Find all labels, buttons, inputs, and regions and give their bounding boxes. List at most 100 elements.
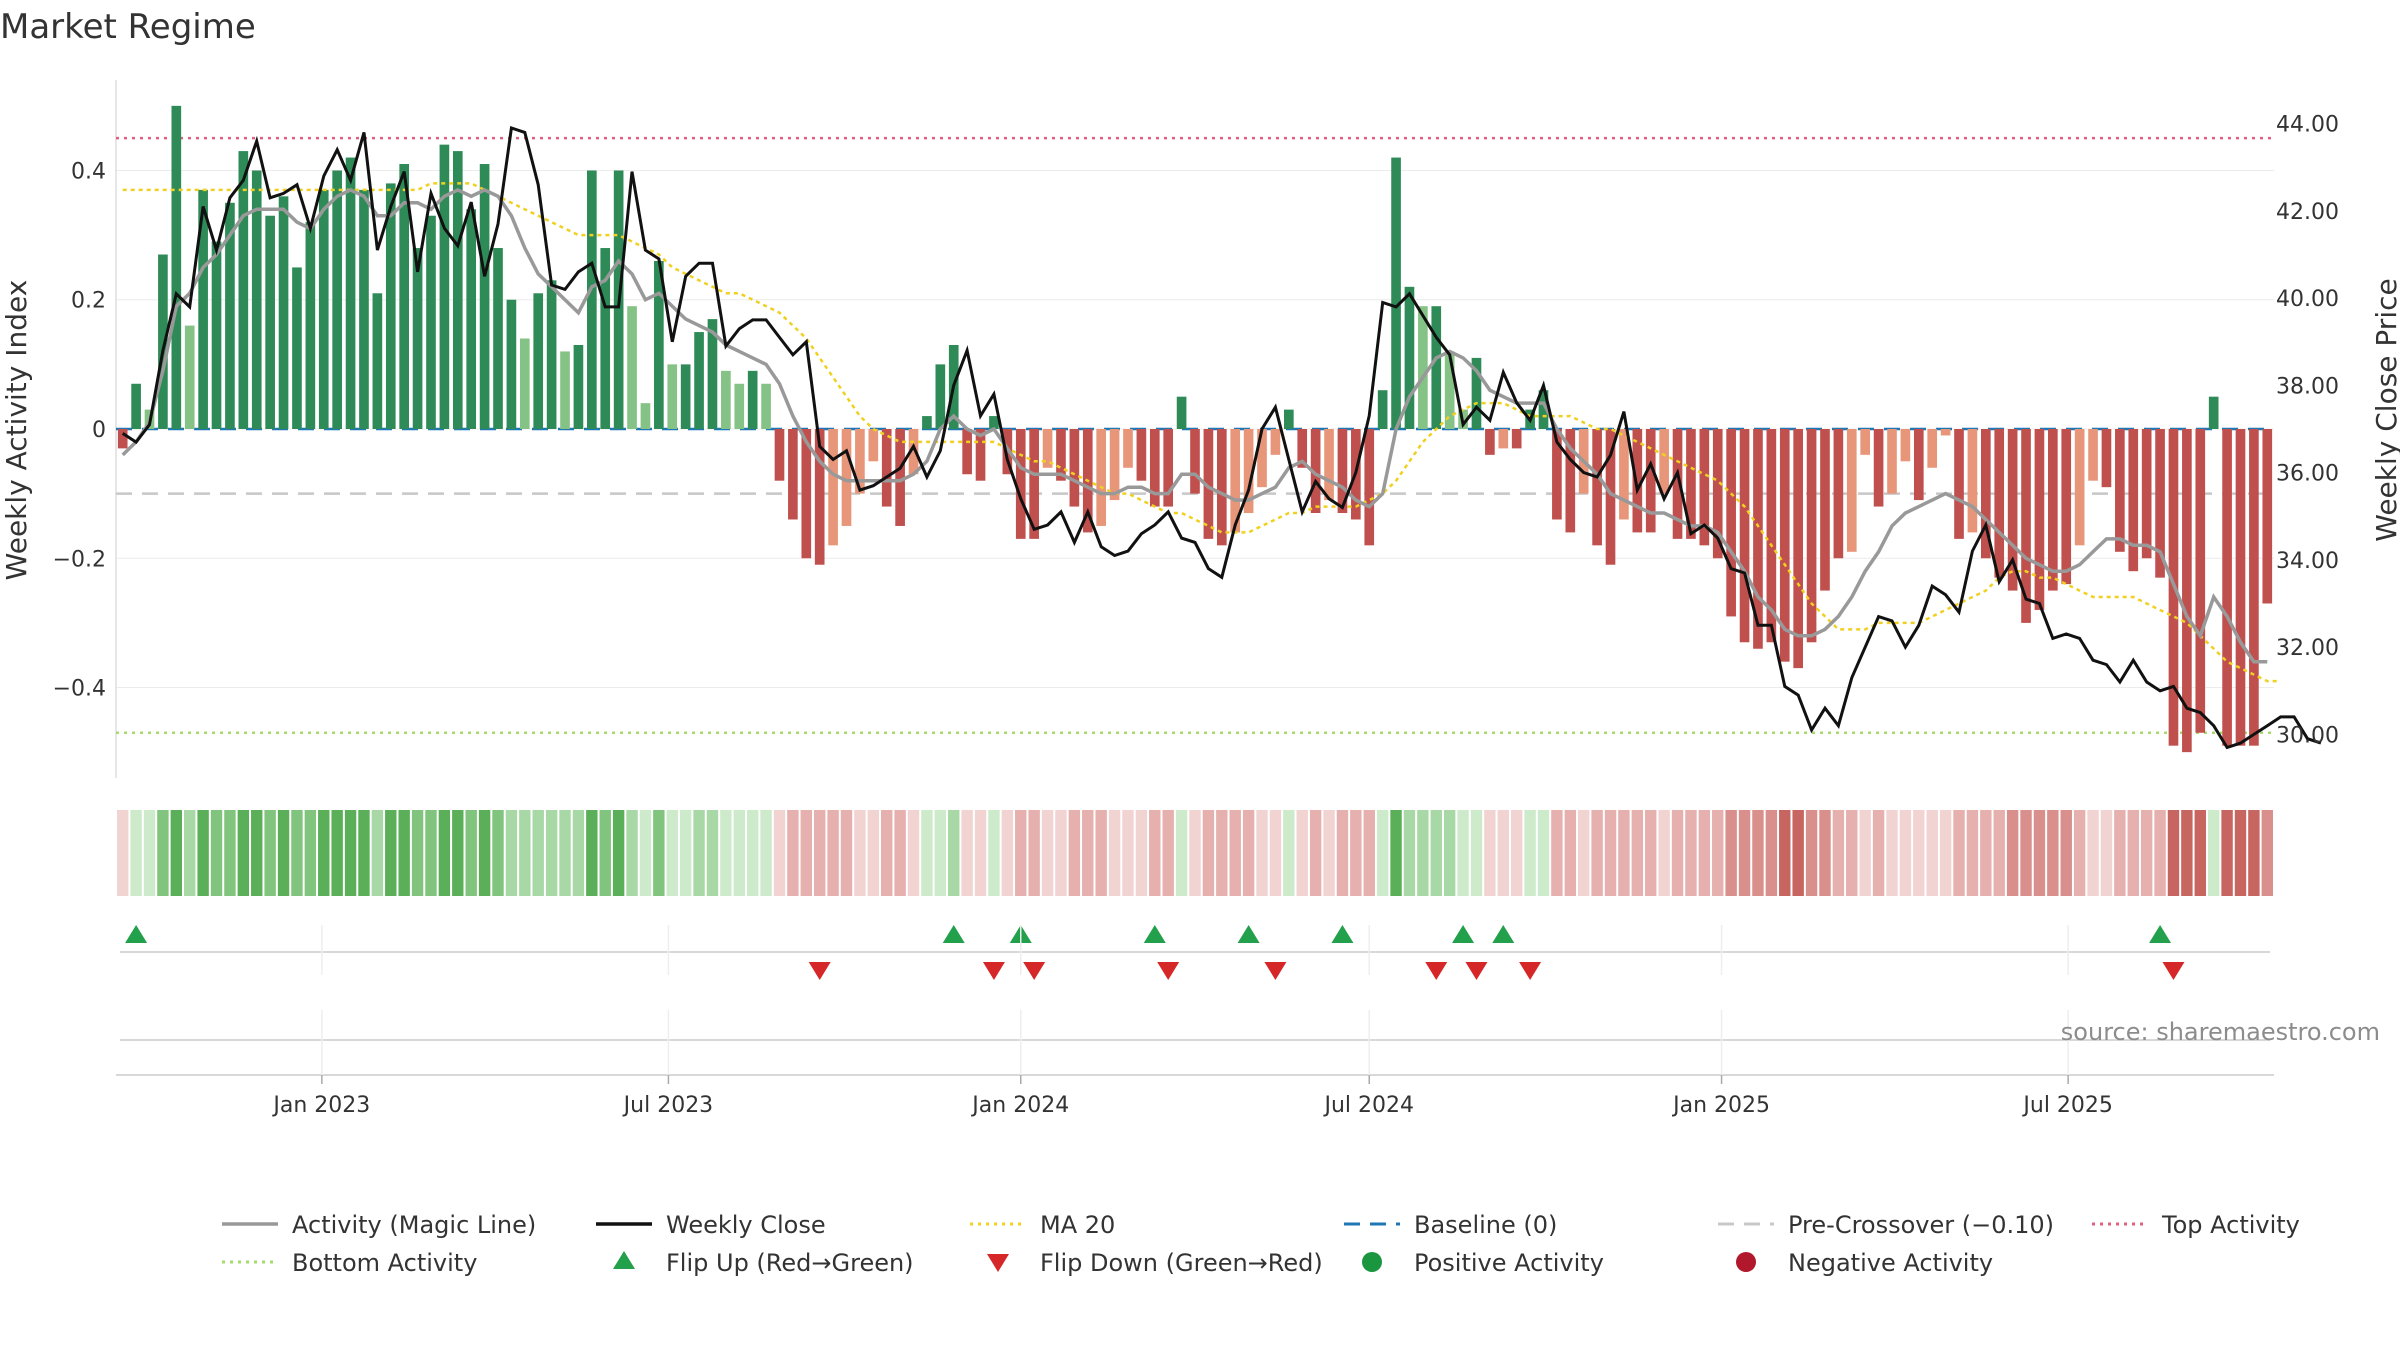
heat-cell [425,810,437,896]
heat-cell [1578,810,1590,896]
heat-cell [492,810,504,896]
heat-cell [1162,810,1174,896]
activity-bar [2048,429,2058,591]
activity-bar [1927,429,1938,468]
activity-bar [158,254,168,429]
activity-bar [1726,429,1736,617]
activity-bar [1377,390,1388,429]
heat-cell [1846,810,1858,896]
heat-cell [2020,810,2032,896]
legend-swatch [613,1251,635,1269]
heat-cell [1269,810,1282,896]
legend-label: Top Activity [2161,1211,2300,1239]
right-tick-label: 40.00 [2276,287,2339,312]
heat-cell [2047,810,2059,896]
heat-cell [1872,810,1885,896]
activity-bar [519,338,530,429]
heat-cell [881,810,893,896]
activity-bar [1069,429,1080,507]
activity-bar [426,215,436,429]
heat-cell [452,810,464,896]
activity-bar [814,429,825,565]
legend-item: Activity (Magic Line) [222,1211,536,1239]
heat-cell [1403,810,1416,896]
heat-cell [1993,810,2005,896]
heat-cell [974,810,987,896]
x-tick-label: Jul 2023 [622,1093,714,1118]
heat-cell [934,810,947,896]
activity-bar [680,364,691,429]
x-tick-label: Jan 2023 [271,1093,370,1118]
overlay-lines [121,126,2322,750]
activity-bar [1149,429,1160,507]
heat-cell [2073,810,2086,896]
legend-swatch [1736,1252,1756,1272]
activity-bar [225,202,235,429]
heat-cell [1886,810,1898,896]
legend-item: Positive Activity [1362,1249,1604,1277]
activity-bar [721,370,731,429]
activity-bar [2128,429,2139,572]
activity-bar [479,164,490,429]
left-tick-label: 0.4 [71,159,106,184]
flip-up-marker [942,925,965,943]
heat-cell [130,810,142,896]
heat-cell [666,810,678,896]
heat-cell [1202,810,1215,896]
heat-cell [465,810,477,896]
heat-cell [1859,810,1871,896]
activity-bar [1779,429,1790,662]
heat-cell [1604,810,1617,896]
x-tick-label: Jan 2024 [970,1093,1069,1118]
activity-bar [2115,429,2125,552]
legend-item: Baseline (0) [1344,1211,1557,1239]
activity-bar [332,170,342,429]
activity-bar [1686,429,1696,539]
heat-cell [1309,810,1322,896]
activity-bar [1056,429,1066,481]
heat-cell [1671,810,1684,896]
activity-bar [359,189,369,429]
activity-bar [533,293,544,429]
activity-bar [761,383,771,429]
activity-bar [1552,429,1562,520]
heat-cell [572,810,585,896]
heat-cell [787,810,799,896]
right-axis-ticks: 30.00 32.00 34.00 36.00 38.00 40.00 42.00 44.00 [2276,113,2339,749]
heat-cell [1470,810,1483,896]
heat-cell [2221,810,2233,896]
activity-bar [774,429,785,481]
x-tick-label: Jul 2024 [1322,1093,1414,1118]
activity-bar [1216,429,1227,546]
left-tick-label: −0.2 [53,547,106,572]
heat-cell [478,810,491,896]
heat-cell [827,810,839,896]
heat-cell [1055,810,1067,896]
chart-title: Market Regime [0,7,256,47]
activity-bar [962,429,972,475]
heat-cell [2194,810,2206,896]
flip-down-marker [1023,962,1046,980]
activity-bar [506,299,517,429]
right-axis-label: Weekly Close Price [2370,278,2400,541]
activity-bar [1940,429,1951,436]
legend-label: Weekly Close [666,1211,826,1239]
heat-cell [1738,810,1751,896]
activity-bar [654,260,664,429]
heat-cell [1283,810,1295,896]
x-axis-ticks: Jan 2023 Jul 2023 Jan 2024 Jul 2024 Jan 2025… [271,925,2113,1118]
heat-cell [1792,810,1804,896]
heat-cell [2207,810,2220,896]
heat-cell [1658,810,1670,896]
activity-bar [2034,429,2045,610]
flip-up-marker [1331,925,1354,943]
heat-cell [1122,810,1134,896]
heat-cell [2033,810,2046,896]
activity-bar [1860,429,1871,455]
activity-bar [1404,286,1415,429]
heat-cell [1564,810,1577,896]
activity-bar [493,248,503,429]
legend-label: Activity (Magic Line) [292,1211,536,1239]
left-tick-label: 0.2 [71,289,106,314]
activity-bar [2141,429,2152,559]
